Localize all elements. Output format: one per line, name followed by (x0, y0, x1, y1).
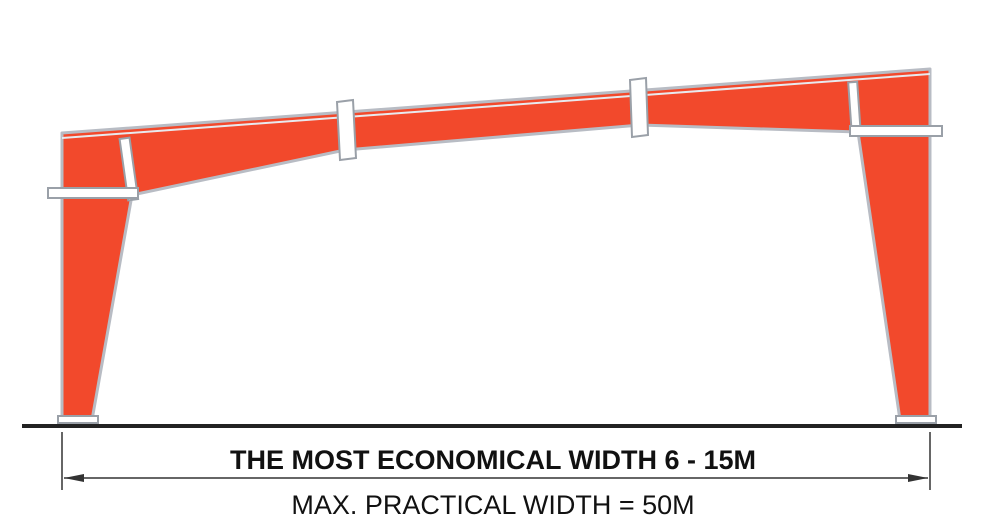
economical-width-label: THE MOST ECONOMICAL WIDTH 6 - 15M (230, 445, 756, 475)
connection-plates (47, 76, 943, 424)
max-width-label: MAX. PRACTICAL WIDTH = 50M (291, 490, 694, 520)
dimension-line (61, 432, 931, 490)
steel-frame (60, 67, 932, 422)
rafter-flange (61, 73, 931, 139)
